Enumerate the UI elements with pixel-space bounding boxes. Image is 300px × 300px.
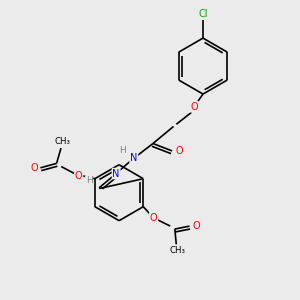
Text: H: H — [119, 146, 126, 155]
Text: CH₃: CH₃ — [170, 246, 186, 255]
Text: O: O — [75, 171, 82, 181]
Text: N: N — [112, 169, 120, 178]
Text: CH₃: CH₃ — [55, 137, 70, 146]
Text: N: N — [130, 153, 137, 163]
Text: O: O — [192, 221, 200, 231]
Text: O: O — [30, 163, 38, 173]
Text: O: O — [176, 146, 183, 156]
Text: O: O — [190, 102, 198, 112]
Text: H: H — [86, 176, 92, 185]
Text: O: O — [150, 213, 158, 223]
Text: Cl: Cl — [198, 9, 208, 19]
